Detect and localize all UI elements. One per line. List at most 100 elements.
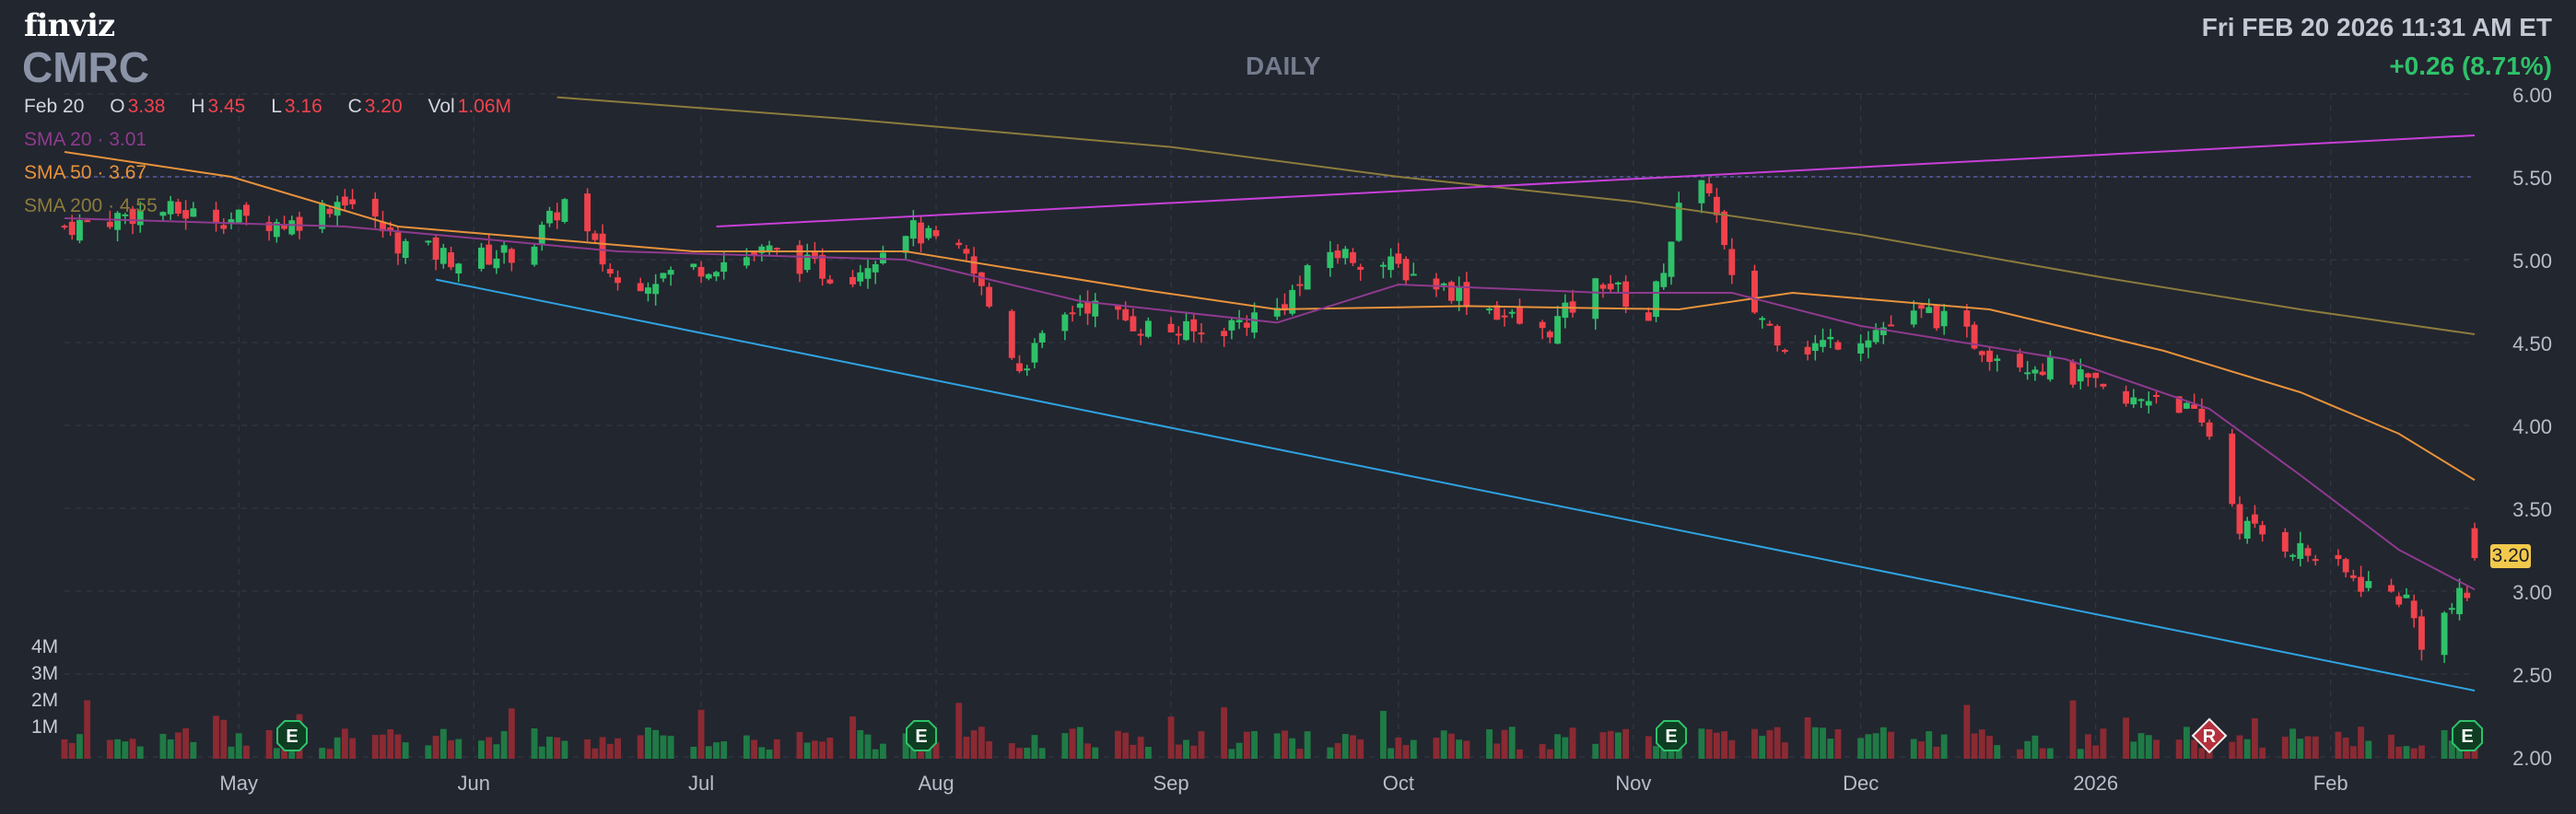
candle-body: [1031, 343, 1038, 363]
earnings-marker[interactable]: E: [274, 717, 310, 759]
volume-bar: [1038, 748, 1046, 759]
candle-body: [1183, 320, 1189, 341]
volume-bar: [864, 734, 872, 759]
candle-body: [1273, 308, 1281, 317]
volume-bar: [1341, 734, 1349, 759]
candle-body: [1645, 312, 1652, 321]
candle-body: [448, 252, 454, 268]
candle-body: [84, 220, 91, 223]
volume-bar: [1228, 749, 1235, 759]
y-tick-label: 5.50: [2512, 167, 2552, 190]
finviz-logo[interactable]: finviz: [24, 7, 115, 44]
volume-bar: [1872, 733, 1879, 759]
trendline-lower: [435, 278, 2476, 692]
candle-body: [1350, 251, 1356, 263]
candle-body: [281, 225, 287, 229]
candle-body: [819, 254, 826, 279]
volume-bar: [2252, 717, 2258, 759]
volume-bar: [500, 730, 508, 759]
candle-body: [2123, 390, 2130, 404]
volume-bar: [1820, 727, 1826, 759]
volume-bar: [1759, 736, 1766, 759]
volume-bar: [1296, 749, 1304, 759]
volume-bar: [1008, 743, 1015, 759]
volume-bar: [1562, 737, 1569, 759]
volume-bar: [2448, 740, 2455, 759]
candle-body: [2349, 575, 2357, 578]
candle-body: [2312, 559, 2319, 562]
candle-body: [1705, 183, 1713, 193]
volume-bar: [1622, 728, 1630, 759]
volume-bar: [1827, 738, 1834, 759]
x-tick-label: Feb: [2313, 772, 2348, 795]
volume-bar: [803, 742, 811, 759]
candle-body: [371, 198, 379, 217]
candle-body: [652, 284, 660, 295]
volume-bar: [1940, 734, 1948, 759]
volume-bar: [2335, 731, 2342, 759]
candle-body: [2236, 504, 2243, 534]
volume-bar: [932, 742, 940, 759]
volume-bar: [2046, 748, 2054, 759]
candle-body: [2418, 616, 2425, 650]
y-tick-label: 2.00: [2512, 747, 2552, 770]
volume-bar: [2183, 727, 2190, 759]
volume-bar: [1963, 704, 1971, 759]
volume-bar: [1350, 735, 1356, 759]
volume-bar: [591, 748, 599, 759]
volume-bar: [2297, 738, 2304, 759]
candle-body: [1251, 312, 1258, 333]
volume-bar: [1607, 730, 1614, 759]
candle-body: [1221, 331, 1228, 337]
volume-bar: [1235, 742, 1243, 759]
candle-body: [1228, 320, 1235, 331]
candle-body: [190, 208, 197, 217]
volume-bar: [1501, 729, 1508, 759]
volume-bar: [1705, 728, 1713, 759]
candle-body: [705, 273, 712, 279]
candle-body: [387, 227, 394, 231]
volume-bar: [478, 740, 485, 759]
volume-bar: [615, 738, 621, 759]
candle-body: [1440, 283, 1447, 285]
candle-body: [1198, 332, 1205, 335]
candle-body: [2191, 404, 2198, 409]
earnings-marker[interactable]: E: [1653, 717, 1690, 759]
candle-body: [1834, 342, 1842, 350]
volume-bar: [826, 738, 834, 759]
candle-body: [758, 246, 766, 253]
earnings-marker[interactable]: E: [903, 717, 940, 759]
earnings-marker[interactable]: E: [2449, 717, 2486, 759]
candle-body: [2252, 514, 2258, 524]
candle-body: [2198, 408, 2206, 423]
volume-bar: [1614, 732, 1622, 759]
candle-body: [1607, 284, 1614, 290]
volume-bar: [2312, 736, 2319, 759]
volume-bar: [645, 727, 651, 759]
volume-bar: [1774, 727, 1781, 759]
candle-body: [2077, 369, 2084, 382]
volume-bar: [1304, 731, 1311, 759]
candle-body: [1774, 326, 1781, 346]
volume-bar: [1910, 738, 1917, 759]
candle-body: [2039, 371, 2046, 376]
candle-body: [849, 276, 856, 285]
volume-bar: [281, 745, 287, 759]
open-value: 3.38: [127, 96, 166, 117]
volume-bar: [720, 741, 728, 759]
volume-bar: [61, 738, 68, 759]
candle-body: [1008, 310, 1015, 358]
candle-body: [720, 262, 728, 273]
volume-bar: [1122, 732, 1130, 759]
event-marker[interactable]: R: [2191, 717, 2228, 759]
trendline-upper: [716, 134, 2476, 227]
volume-bar: [1016, 748, 1023, 759]
volume-key: Vol: [427, 96, 455, 117]
volume-value: 1.06M: [457, 96, 512, 117]
candle-body: [61, 226, 68, 228]
sma50-label: SMA 50: [24, 162, 92, 183]
candle-body: [796, 245, 803, 274]
candle-body: [319, 203, 326, 229]
high-key: H: [191, 96, 205, 117]
